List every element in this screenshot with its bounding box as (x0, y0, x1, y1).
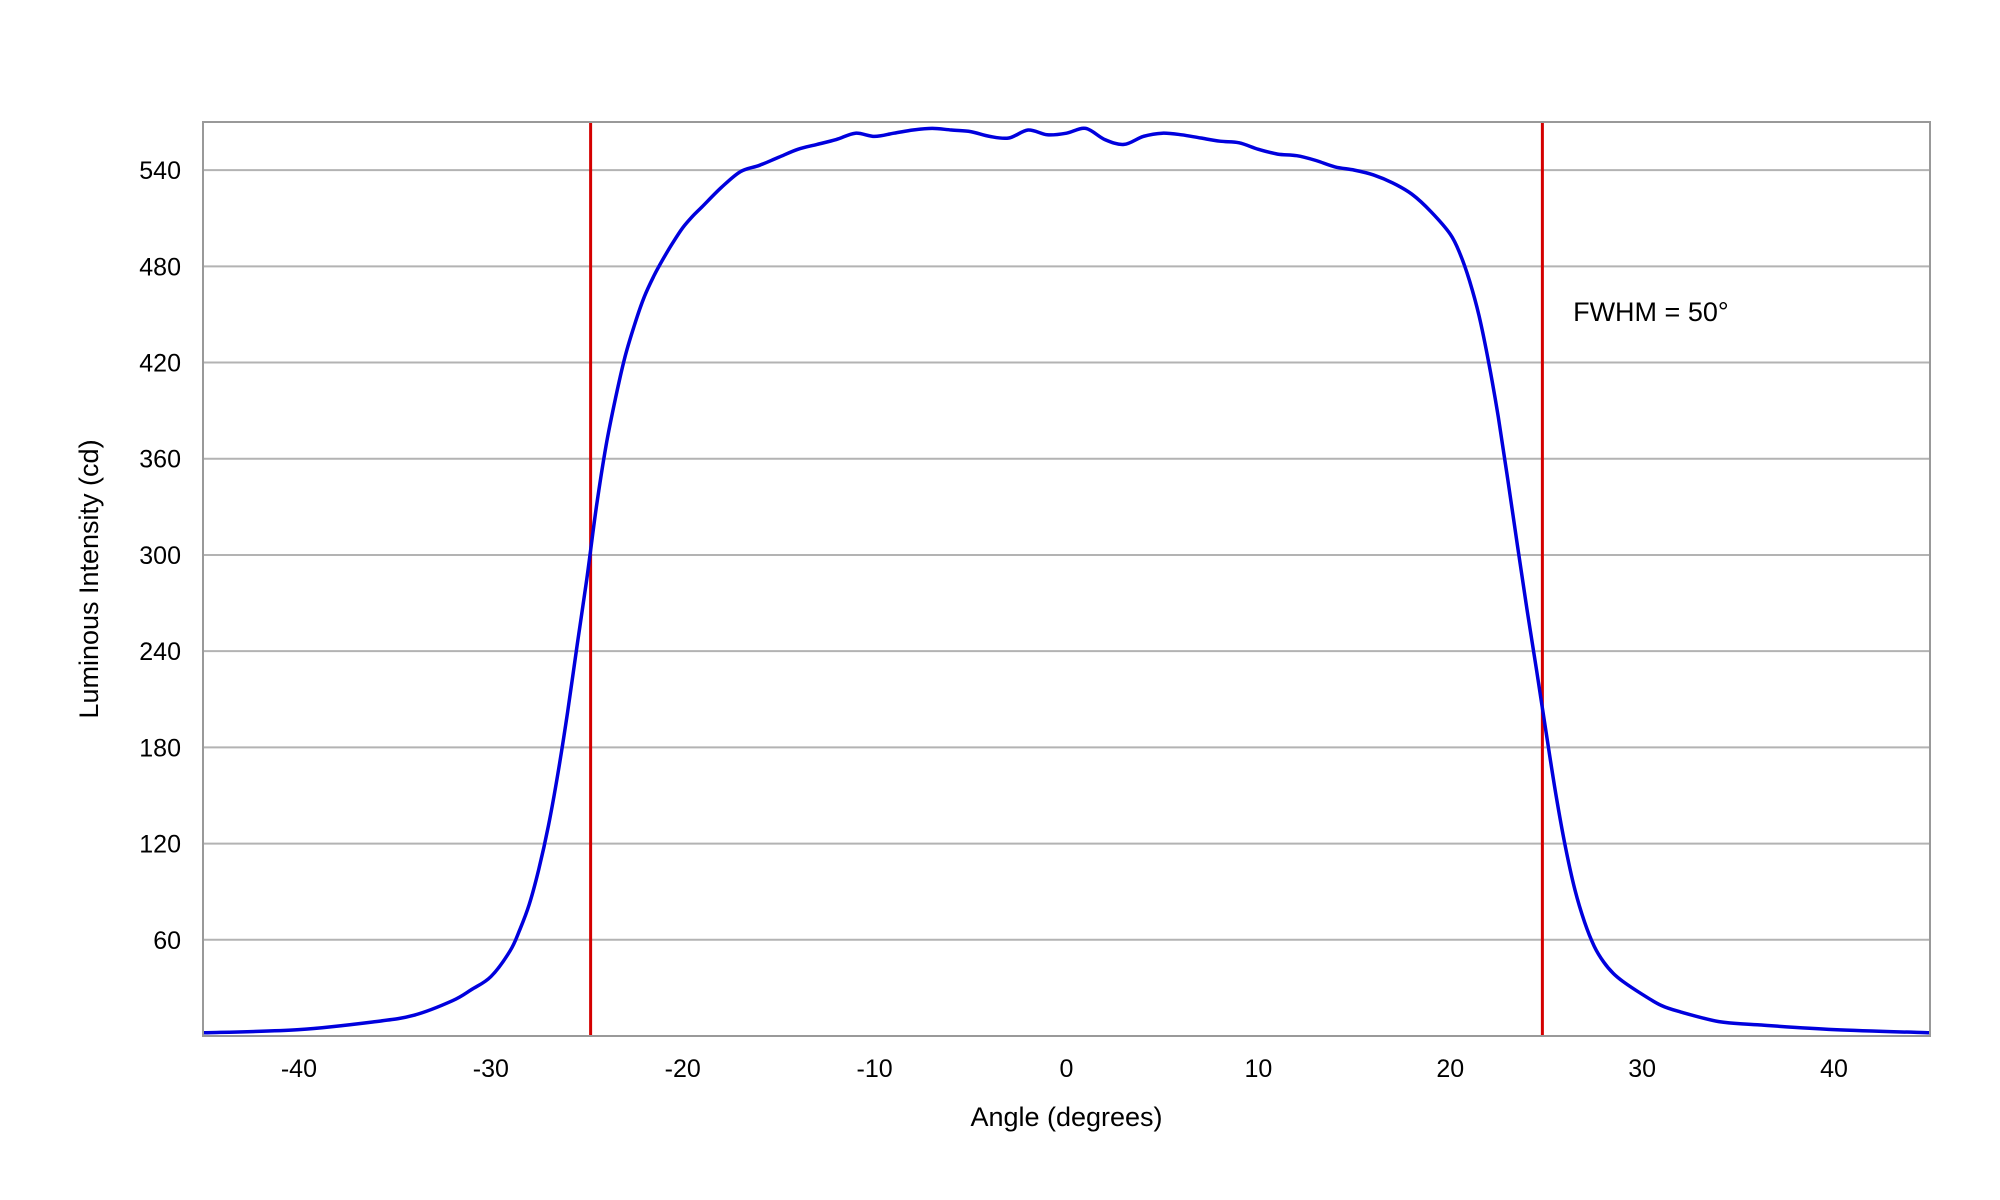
x-axis-ticks: -40 -30 -20 -10 0 10 20 30 40 (281, 1055, 1848, 1083)
y-tick-label: 480 (139, 253, 181, 281)
x-tick-label: 0 (1060, 1055, 1074, 1083)
fwhm-annotation: FWHM = 50° (1573, 297, 1729, 327)
y-tick-label: 540 (139, 157, 181, 185)
plot-frame (202, 121, 1931, 1037)
y-tick-label: 420 (139, 350, 181, 378)
x-tick-label: 40 (1820, 1055, 1848, 1083)
x-axis-title: Angle (degrees) (970, 1102, 1162, 1132)
y-tick-label: 120 (139, 831, 181, 859)
x-tick-label: 30 (1628, 1055, 1656, 1083)
x-tick-label: 10 (1244, 1055, 1272, 1083)
x-tick-label: -30 (473, 1055, 509, 1083)
y-tick-label: 360 (139, 446, 181, 474)
gridlines (203, 169, 1930, 941)
y-tick-label: 240 (139, 638, 181, 666)
series-line-intensity (202, 126, 1931, 1035)
y-axis-ticks: 60 120 180 240 300 360 420 480 540 (139, 157, 181, 955)
x-tick-label: 20 (1436, 1055, 1464, 1083)
series-layer (202, 126, 1931, 1035)
y-axis-title: Luminous Intensity (cd) (74, 439, 104, 718)
y-tick-label: 180 (139, 734, 181, 762)
x-tick-label: -40 (281, 1055, 317, 1083)
x-tick-label: -10 (857, 1055, 893, 1083)
y-tick-label: 60 (153, 927, 181, 955)
y-tick-label: 300 (139, 542, 181, 570)
fwhm-marker-lines (589, 122, 1544, 1036)
x-tick-label: -20 (665, 1055, 701, 1083)
